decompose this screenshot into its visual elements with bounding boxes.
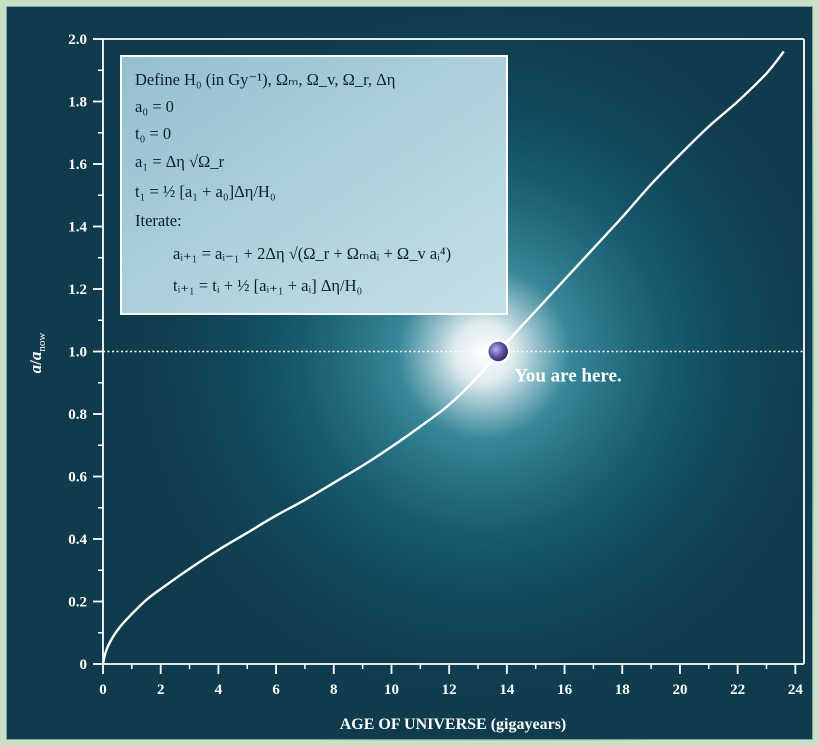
x-tick-label: 0 (99, 682, 107, 698)
x-tick-label: 8 (330, 682, 338, 698)
x-tick-label: 18 (615, 682, 630, 698)
y-tick-label: 1.8 (68, 95, 87, 111)
box-line-t-update: tᵢ₊₁ = tᵢ + ½ [aᵢ₊₁ + aᵢ] Δη/H₀ (173, 276, 362, 295)
y-tick-label: 1.6 (68, 157, 87, 173)
x-tick-label: 2 (157, 682, 165, 698)
x-tick-label: 12 (442, 682, 457, 698)
y-tick-label: 0.6 (68, 470, 87, 486)
you-are-here-marker (487, 341, 509, 363)
box-line-iterate: Iterate: (135, 211, 182, 230)
y-tick-label: 1.4 (68, 220, 87, 236)
y-tick-label: 0.8 (68, 407, 87, 423)
x-tick-label: 20 (672, 682, 687, 698)
x-tick-label: 4 (215, 682, 223, 698)
x-tick-label: 24 (788, 682, 804, 698)
x-tick-label: 16 (557, 682, 573, 698)
y-tick-label: 1.2 (68, 282, 87, 298)
algorithm-box: Define H₀ (in Gy⁻¹), Ωₘ, Ω_v, Ω_r, Δη a₀… (121, 56, 507, 314)
chart-svg: 00.20.40.60.81.01.21.41.61.82.0 0 2 4 6 8 10 1… (7, 7, 814, 741)
y-tick-label: 0.2 (68, 595, 87, 611)
box-line-t1: t₁ = ½ [a₁ + a₀]Δη/H₀ (135, 182, 276, 201)
y-tick-label: 0.4 (68, 532, 87, 548)
box-line-a0: a₀ = 0 (135, 97, 174, 116)
box-line-define: Define H₀ (in Gy⁻¹), Ωₘ, Ω_v, Ω_r, Δη (135, 70, 395, 89)
x-axis-title: AGE OF UNIVERSE (gigayears) (340, 716, 567, 733)
box-line-a1: a₁ = Δη √Ω_r (135, 152, 225, 171)
y-tick-label: 2.0 (68, 32, 87, 48)
x-tick-label: 6 (272, 682, 280, 698)
y-tick-label: 0 (80, 657, 88, 673)
y-tick-label: 1.0 (68, 345, 87, 361)
x-tick-label: 22 (730, 682, 745, 698)
you-are-here-label: You are here. (514, 366, 621, 387)
x-tick-label: 14 (499, 682, 515, 698)
chart-frame: 0 0.2 0.4 0.6 0.8 1.0 1.2 1.4 1.6 1.8 2.0 0 2 4 6 8 10 1… (6, 6, 813, 740)
box-line-t0: t₀ = 0 (135, 124, 171, 143)
box-line-a-update: aᵢ₊₁ = aᵢ₋₁ + 2Δη √(Ω_r + Ωₘaᵢ + Ω_v aᵢ⁴… (173, 244, 451, 263)
x-tick-label: 10 (384, 682, 399, 698)
